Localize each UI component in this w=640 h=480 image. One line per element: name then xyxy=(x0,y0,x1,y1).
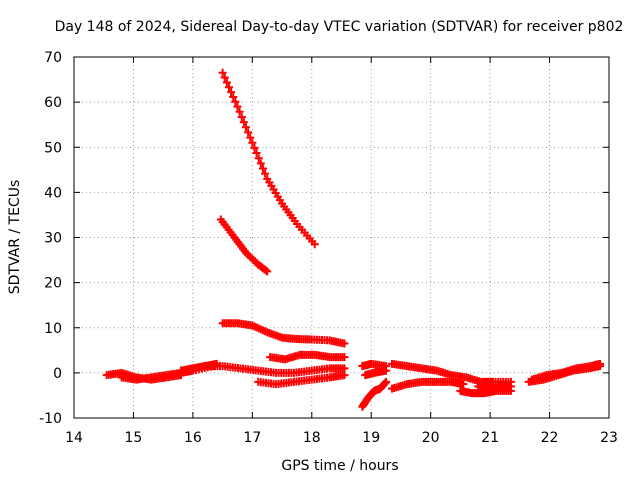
series-track-j-19h xyxy=(358,377,391,411)
x-tick-label: 19 xyxy=(362,430,380,446)
data-point xyxy=(241,123,250,132)
x-tick-label: 21 xyxy=(481,430,499,446)
data-point xyxy=(258,164,267,173)
x-tick-label: 18 xyxy=(303,430,321,446)
series-track-p xyxy=(474,382,515,393)
y-tick-labels: -10 0 10 20 30 40 50 60 70 xyxy=(39,50,62,427)
data-point xyxy=(263,267,272,276)
y-tick-label: 30 xyxy=(44,231,62,247)
grid-lines xyxy=(74,57,609,418)
data-point xyxy=(222,78,231,87)
data-point xyxy=(237,112,246,121)
series-track-n xyxy=(388,377,468,393)
data-point xyxy=(246,133,255,142)
y-tick-label: 60 xyxy=(44,95,62,111)
series-track-l-19h xyxy=(361,366,391,380)
x-tick-label: 17 xyxy=(243,430,261,446)
series-track-i xyxy=(177,359,221,375)
series-track-f xyxy=(254,371,349,389)
x-tick-label: 22 xyxy=(541,430,559,446)
data-point xyxy=(459,380,468,389)
y-tick-label: 70 xyxy=(44,50,62,66)
data-point xyxy=(382,366,391,375)
data-points xyxy=(102,68,605,411)
data-point xyxy=(220,73,229,82)
data-point xyxy=(252,149,261,158)
series-track-r-right xyxy=(527,359,605,384)
data-point xyxy=(229,92,238,101)
data-point xyxy=(244,128,253,137)
data-point xyxy=(340,353,349,362)
data-point xyxy=(310,240,319,249)
series-track-c-mid xyxy=(218,319,349,348)
axis-ticks xyxy=(73,56,610,419)
y-tick-label: 40 xyxy=(44,185,62,201)
x-tick-label: 15 xyxy=(125,430,143,446)
data-point xyxy=(218,68,227,77)
y-tick-label: 10 xyxy=(44,321,62,337)
series-track-m xyxy=(388,359,515,386)
data-point xyxy=(261,169,270,178)
x-tick-label: 14 xyxy=(65,430,83,446)
data-point xyxy=(212,359,221,368)
data-point xyxy=(250,143,259,152)
x-axis-label: GPS time / hours xyxy=(281,458,398,474)
y-axis-label: SDTVAR / TECUs xyxy=(7,180,23,295)
x-tick-label: 20 xyxy=(422,430,440,446)
data-point xyxy=(239,118,248,127)
y-tick-label: 50 xyxy=(44,140,62,156)
data-point xyxy=(233,102,242,111)
data-point xyxy=(235,107,244,116)
data-point xyxy=(506,382,515,391)
data-point xyxy=(382,377,391,386)
x-tick-label: 23 xyxy=(600,430,618,446)
y-tick-label: 0 xyxy=(53,366,62,382)
series-track-a-upper xyxy=(218,68,319,249)
y-tick-label: -10 xyxy=(39,411,62,427)
data-point xyxy=(340,339,349,348)
chart-title: Day 148 of 2024, Sidereal Day-to-day VTE… xyxy=(55,19,624,35)
data-point xyxy=(227,88,236,97)
y-tick-label: 20 xyxy=(44,276,62,292)
series-track-d xyxy=(266,350,349,364)
data-point xyxy=(231,97,240,106)
data-point xyxy=(248,138,257,147)
data-point xyxy=(224,83,233,92)
data-point xyxy=(254,154,263,163)
series-track-b-upper xyxy=(216,215,272,276)
data-point xyxy=(340,364,349,373)
data-point xyxy=(340,371,349,380)
x-tick-label: 16 xyxy=(184,430,202,446)
data-point xyxy=(596,359,605,368)
x-tick-labels: 14 15 16 17 18 19 20 21 22 23 xyxy=(65,430,618,446)
data-point xyxy=(256,159,265,168)
